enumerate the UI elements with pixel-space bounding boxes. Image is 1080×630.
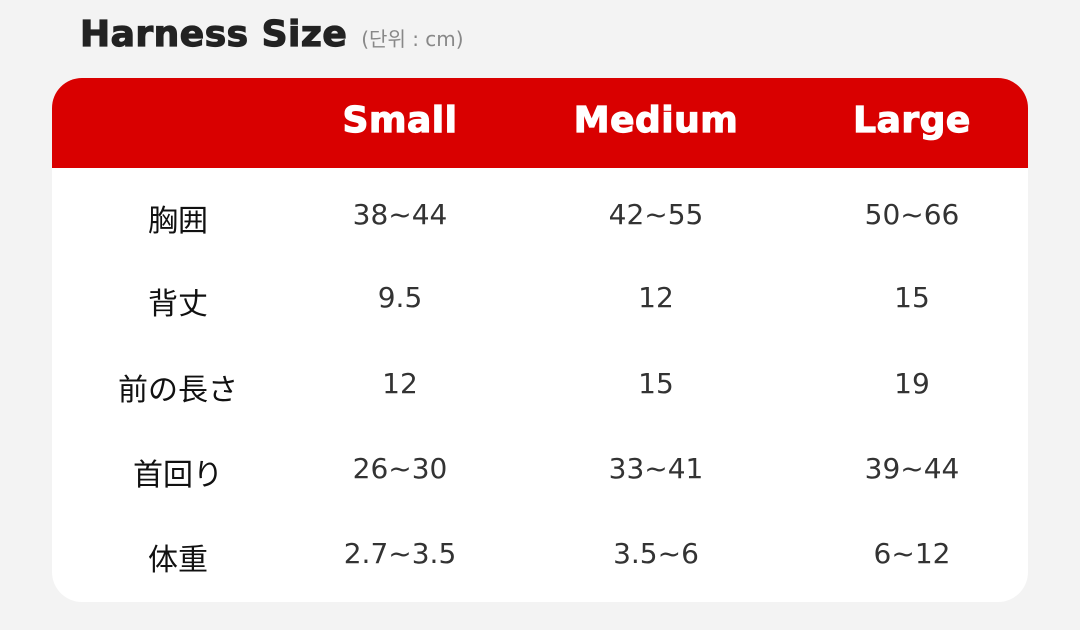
table-cell: 9.5 — [377, 280, 423, 314]
table-cell: 2.7~3.5 — [343, 536, 457, 570]
table-cell: 3.5~6 — [613, 536, 699, 570]
row-label: 体重 — [148, 543, 208, 579]
column-header-medium: Medium — [573, 99, 739, 141]
table-cell: 33~41 — [608, 451, 704, 485]
table-cell: 39~44 — [864, 451, 960, 485]
row-label: 胸囲 — [148, 204, 208, 240]
table-cell: 50~66 — [864, 197, 960, 231]
table-cell: 38~44 — [352, 197, 448, 231]
row-label: 首回り — [133, 458, 223, 494]
table-cell: 26~30 — [352, 451, 448, 485]
unit-label: (단위 : cm) — [361, 27, 464, 51]
column-header-small: Small — [342, 99, 458, 141]
table-cell: 42~55 — [608, 197, 704, 231]
table-cell: 15 — [894, 280, 930, 314]
table-cell: 12 — [382, 366, 418, 400]
size-table: Small Medium Large 胸囲 38~44 42~55 50~66 背丈 9.… — [52, 78, 1028, 602]
column-header-large: Large — [853, 99, 971, 141]
chart-title: Harness Size (단위 : cm) — [79, 13, 464, 55]
table-cell: 6~12 — [873, 536, 951, 570]
table-cell: 15 — [638, 366, 674, 400]
page-title: Harness Size — [79, 13, 348, 55]
row-label: 前の長さ — [118, 373, 238, 409]
row-label: 背丈 — [148, 287, 208, 323]
table-header: Small Medium Large — [52, 78, 1028, 168]
table-cell: 19 — [894, 366, 930, 400]
table-cell: 12 — [638, 280, 674, 314]
